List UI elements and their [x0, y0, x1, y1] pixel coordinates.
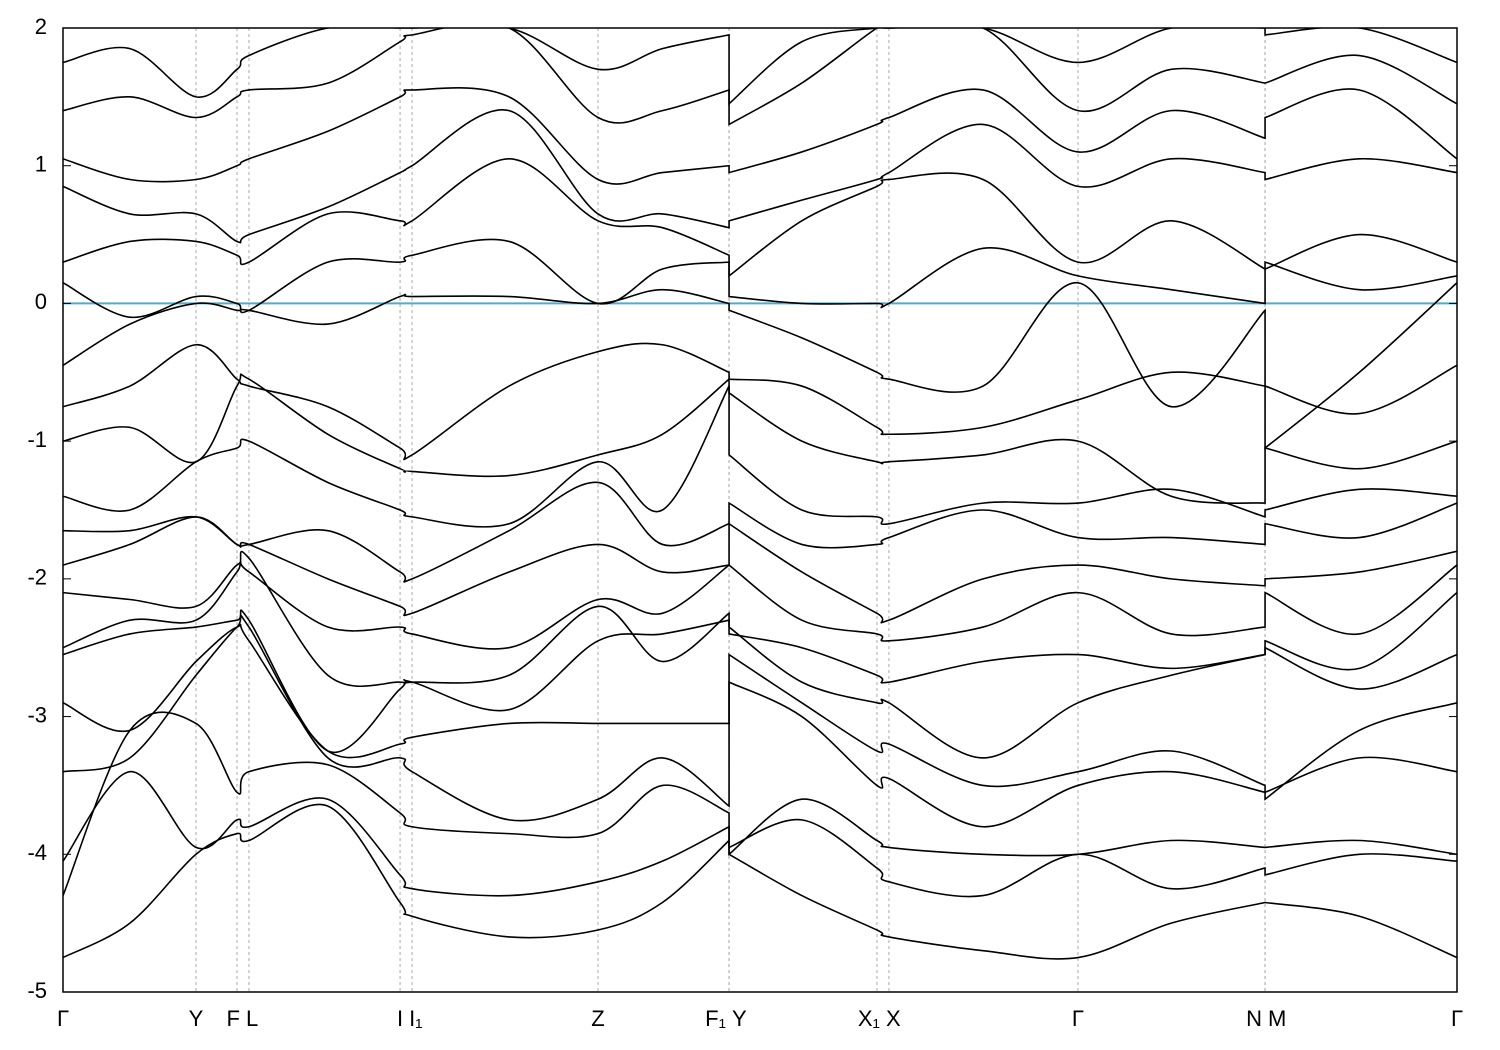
band-line — [63, 803, 1457, 960]
x-tick-label: X₁ — [858, 1006, 880, 1031]
y-tick-label: 2 — [35, 14, 47, 39]
grid — [62, 28, 1458, 992]
x-tick-label: I — [397, 1006, 403, 1031]
x-tick-label: Y — [189, 1006, 204, 1031]
band-line — [63, 281, 1457, 450]
bands — [63, 28, 1457, 960]
band-line — [63, 385, 1457, 528]
y-tick-label: -3 — [27, 702, 47, 727]
y-tick-label: 1 — [35, 152, 47, 177]
x-tick-label: F₁ — [705, 1006, 726, 1031]
y-tick-label: -2 — [27, 565, 47, 590]
y-tick-label: -4 — [27, 840, 47, 865]
band-line — [63, 550, 1457, 688]
x-tick-label: X — [886, 1006, 901, 1031]
y-tick-label: 0 — [35, 289, 47, 314]
x-tick-label: Γ — [1451, 1006, 1463, 1031]
y-tick-label: -1 — [27, 427, 47, 452]
band-line — [63, 238, 1457, 319]
x-tick-label: L — [246, 1006, 258, 1031]
band-line — [63, 770, 1457, 898]
band-line — [63, 28, 1457, 126]
band-line — [63, 158, 1457, 278]
band-line — [63, 711, 1457, 896]
x-tick-label: Y — [732, 1006, 747, 1031]
x-tick-label: Γ — [1072, 1006, 1084, 1031]
x-tick-label: F — [227, 1006, 240, 1031]
band-line — [63, 109, 1457, 244]
band-line — [63, 516, 1457, 624]
band-line — [63, 614, 1457, 828]
band-line — [63, 609, 1457, 759]
band-line — [63, 373, 1457, 504]
band-line — [63, 28, 1457, 106]
plot-frame — [62, 27, 1458, 993]
band-line — [63, 561, 1457, 650]
band-line — [63, 342, 1457, 461]
y-tick-label: -5 — [27, 978, 47, 1003]
x-tick-label: M — [1268, 1006, 1286, 1031]
band-line — [63, 481, 1457, 583]
band-line — [63, 87, 1457, 185]
x-tick-label: I₁ — [409, 1006, 423, 1031]
x-tick-label: Z — [591, 1006, 604, 1031]
band-line — [63, 623, 1457, 801]
x-tick-label: Γ — [57, 1006, 69, 1031]
x-tick-label: N — [1246, 1006, 1262, 1031]
